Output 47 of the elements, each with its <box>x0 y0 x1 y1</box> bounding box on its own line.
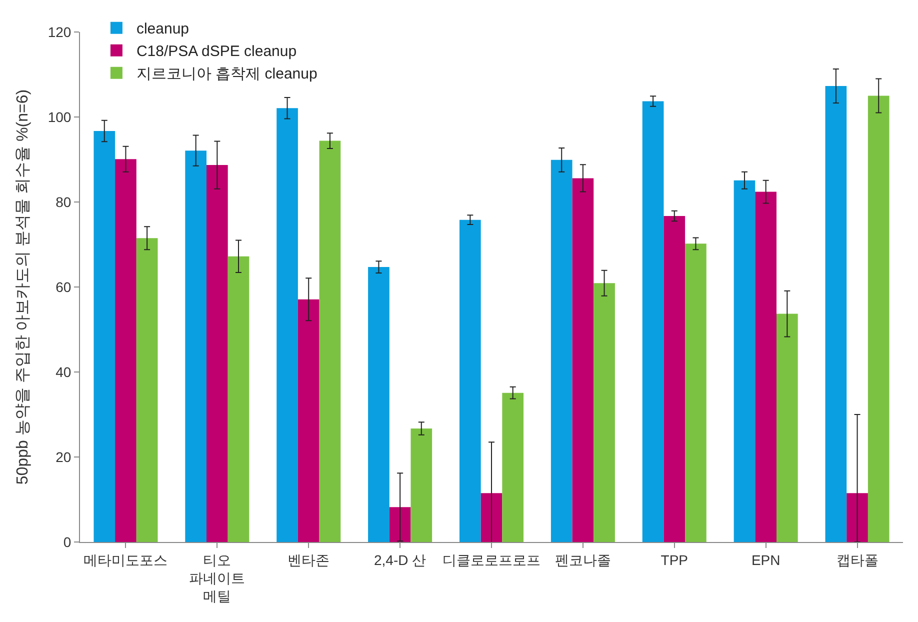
bar <box>594 283 615 542</box>
bar <box>206 165 228 542</box>
bar <box>502 392 524 542</box>
bar <box>459 220 481 542</box>
bar <box>868 96 890 542</box>
x-tick-label: TPP <box>660 552 688 568</box>
x-tick-label: 펜코나졸 <box>554 552 611 568</box>
y-tick-label: 60 <box>56 278 72 295</box>
bar <box>572 178 594 542</box>
legend-label: cleanup <box>136 20 190 38</box>
bar <box>185 150 206 542</box>
legend-label: 지르코니아 흡착제 cleanup <box>136 66 318 83</box>
bar <box>550 160 572 542</box>
x-tick-label: 2,4-D 산 <box>374 552 426 568</box>
y-tick-label: 20 <box>56 448 72 465</box>
bar <box>115 159 136 542</box>
bar <box>846 493 868 542</box>
y-tick-label: 120 <box>48 24 72 40</box>
bar <box>776 314 798 542</box>
bar <box>755 192 776 542</box>
bar <box>298 299 320 542</box>
bar <box>94 131 116 542</box>
y-tick-label: 0 <box>63 534 72 550</box>
bar <box>319 140 341 542</box>
y-axis-title: 50ppb 농약을 주입한 아보카도의 분석물 회수율 %(n=6) <box>14 89 32 485</box>
x-tick-label: 벤타존 <box>288 552 330 568</box>
y-tick-label: 100 <box>48 108 72 125</box>
bar <box>642 101 664 542</box>
bar <box>276 108 298 542</box>
x-tick-label: EPN <box>751 552 780 568</box>
bar <box>734 180 756 542</box>
legend-label: C18/PSA dSPE cleanup <box>136 43 297 60</box>
bar <box>228 256 250 542</box>
bar <box>368 267 390 542</box>
bar <box>664 216 686 542</box>
y-tick-label: 40 <box>56 364 72 380</box>
x-tick-label: 티오 파네이트 메틸 <box>189 552 246 604</box>
bar <box>136 238 158 542</box>
bar <box>410 428 432 542</box>
x-tick-label: 메타미도포스 <box>84 552 168 568</box>
bar <box>685 244 706 542</box>
bar <box>389 507 411 542</box>
bar <box>825 86 847 542</box>
bar <box>480 493 502 542</box>
x-tick-label: 캡타폴 <box>836 552 878 568</box>
x-tick-label: 디클로로프로프 <box>442 552 540 568</box>
y-tick-label: 80 <box>56 194 72 210</box>
